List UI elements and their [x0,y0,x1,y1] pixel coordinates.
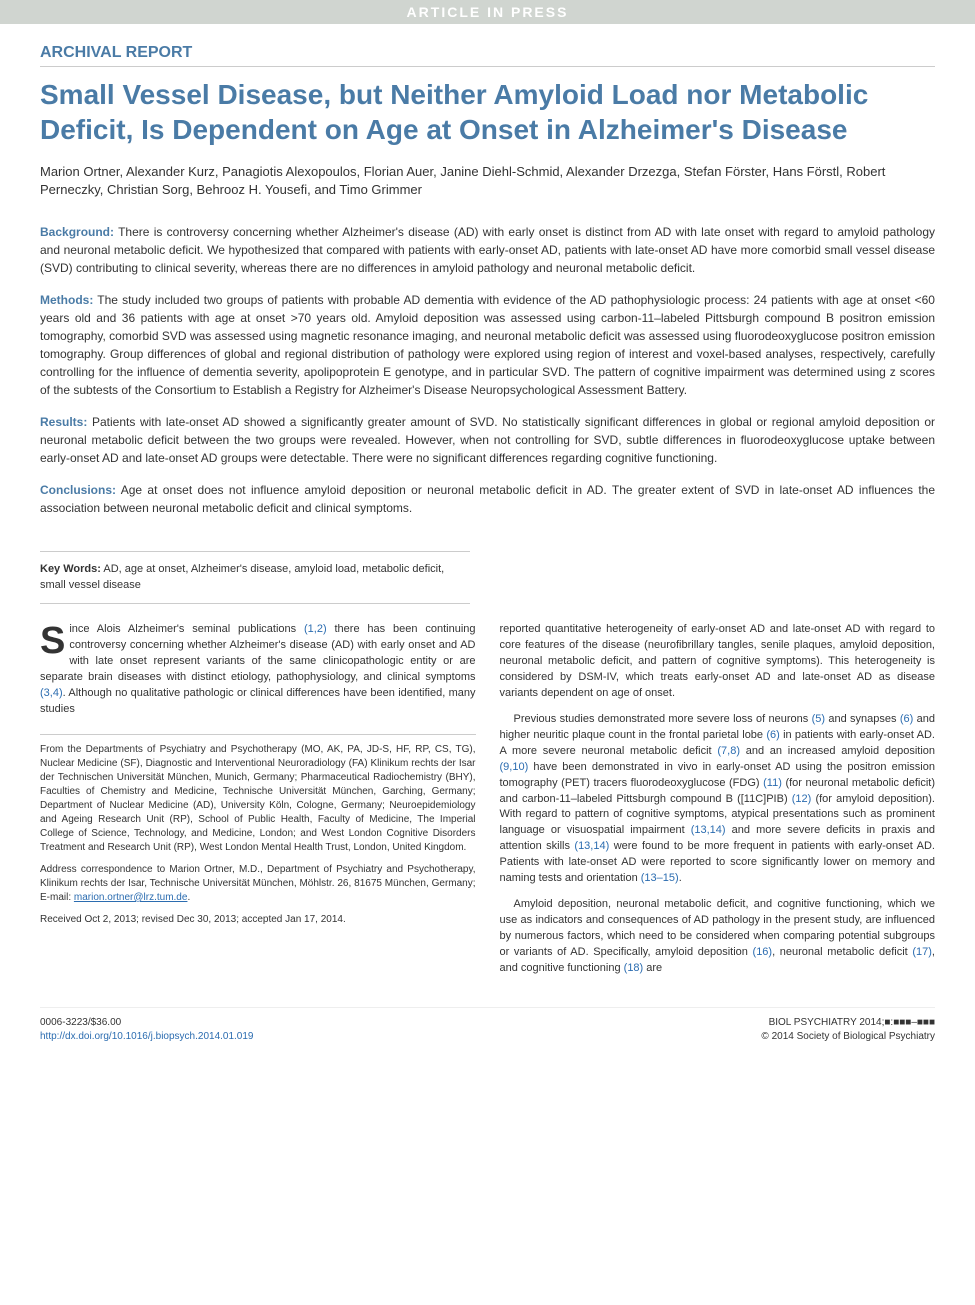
methods-label: Methods: [40,293,93,307]
abstract-results: Results: Patients with late-onset AD sho… [40,413,935,467]
keywords-label: Key Words: [40,563,101,575]
page-footer: 0006-3223/$36.00 http://dx.doi.org/10.10… [40,1007,935,1044]
intro-p1-text: ince Alois Alzheimer's seminal publicati… [40,623,476,715]
column-right: reported quantitative heterogeneity of e… [500,622,936,987]
conclusions-label: Conclusions: [40,483,116,497]
article-title: Small Vessel Disease, but Neither Amyloi… [40,77,935,147]
methods-text: The study included two groups of patient… [40,293,935,397]
results-label: Results: [40,415,87,429]
body-p2: Previous studies demonstrated more sever… [500,712,936,887]
body-p3: Amyloid deposition, neuronal metabolic d… [500,897,936,977]
affiliations-from: From the Departments of Psychiatry and P… [40,743,476,855]
copyright: © 2014 Society of Biological Psychiatry [761,1030,935,1044]
affiliations-block: From the Departments of Psychiatry and P… [40,734,476,927]
issn-price: 0006-3223/$36.00 [40,1016,254,1030]
conclusions-text: Age at onset does not influence amyloid … [40,483,935,515]
abstract-methods: Methods: The study included two groups o… [40,291,935,399]
background-text: There is controversy concerning whether … [40,225,935,275]
section-type: Archival Report [40,44,935,67]
column-left: Since Alois Alzheimer's seminal publicat… [40,622,476,987]
abstract-background: Background: There is controversy concern… [40,223,935,277]
background-label: Background: [40,225,114,239]
body-columns: Since Alois Alzheimer's seminal publicat… [40,622,935,987]
keywords-text: AD, age at onset, Alzheimer's disease, a… [40,563,444,590]
authors-list: Marion Ortner, Alexander Kurz, Panagioti… [40,163,935,199]
abstract-conclusions: Conclusions: Age at onset does not influ… [40,481,935,517]
keywords-row: Key Words: AD, age at onset, Alzheimer's… [40,551,470,604]
footer-left: 0006-3223/$36.00 http://dx.doi.org/10.10… [40,1016,254,1044]
doi-link[interactable]: http://dx.doi.org/10.1016/j.biopsych.201… [40,1031,254,1042]
body-p1: reported quantitative heterogeneity of e… [500,622,936,702]
footer-right: BIOL PSYCHIATRY 2014;■:■■■–■■■ © 2014 So… [761,1016,935,1044]
results-text: Patients with late-onset AD showed a sig… [40,415,935,465]
intro-paragraph-1: Since Alois Alzheimer's seminal publicat… [40,622,476,718]
correspondence: Address correspondence to Marion Ortner,… [40,863,476,905]
received-dates: Received Oct 2, 2013; revised Dec 30, 20… [40,913,476,927]
journal-citation: BIOL PSYCHIATRY 2014;■:■■■–■■■ [761,1016,935,1030]
article-in-press-banner: ARTICLE IN PRESS [0,0,975,24]
dropcap: S [40,622,69,658]
correspondence-email[interactable]: marion.ortner@lrz.tum.de [74,892,188,903]
